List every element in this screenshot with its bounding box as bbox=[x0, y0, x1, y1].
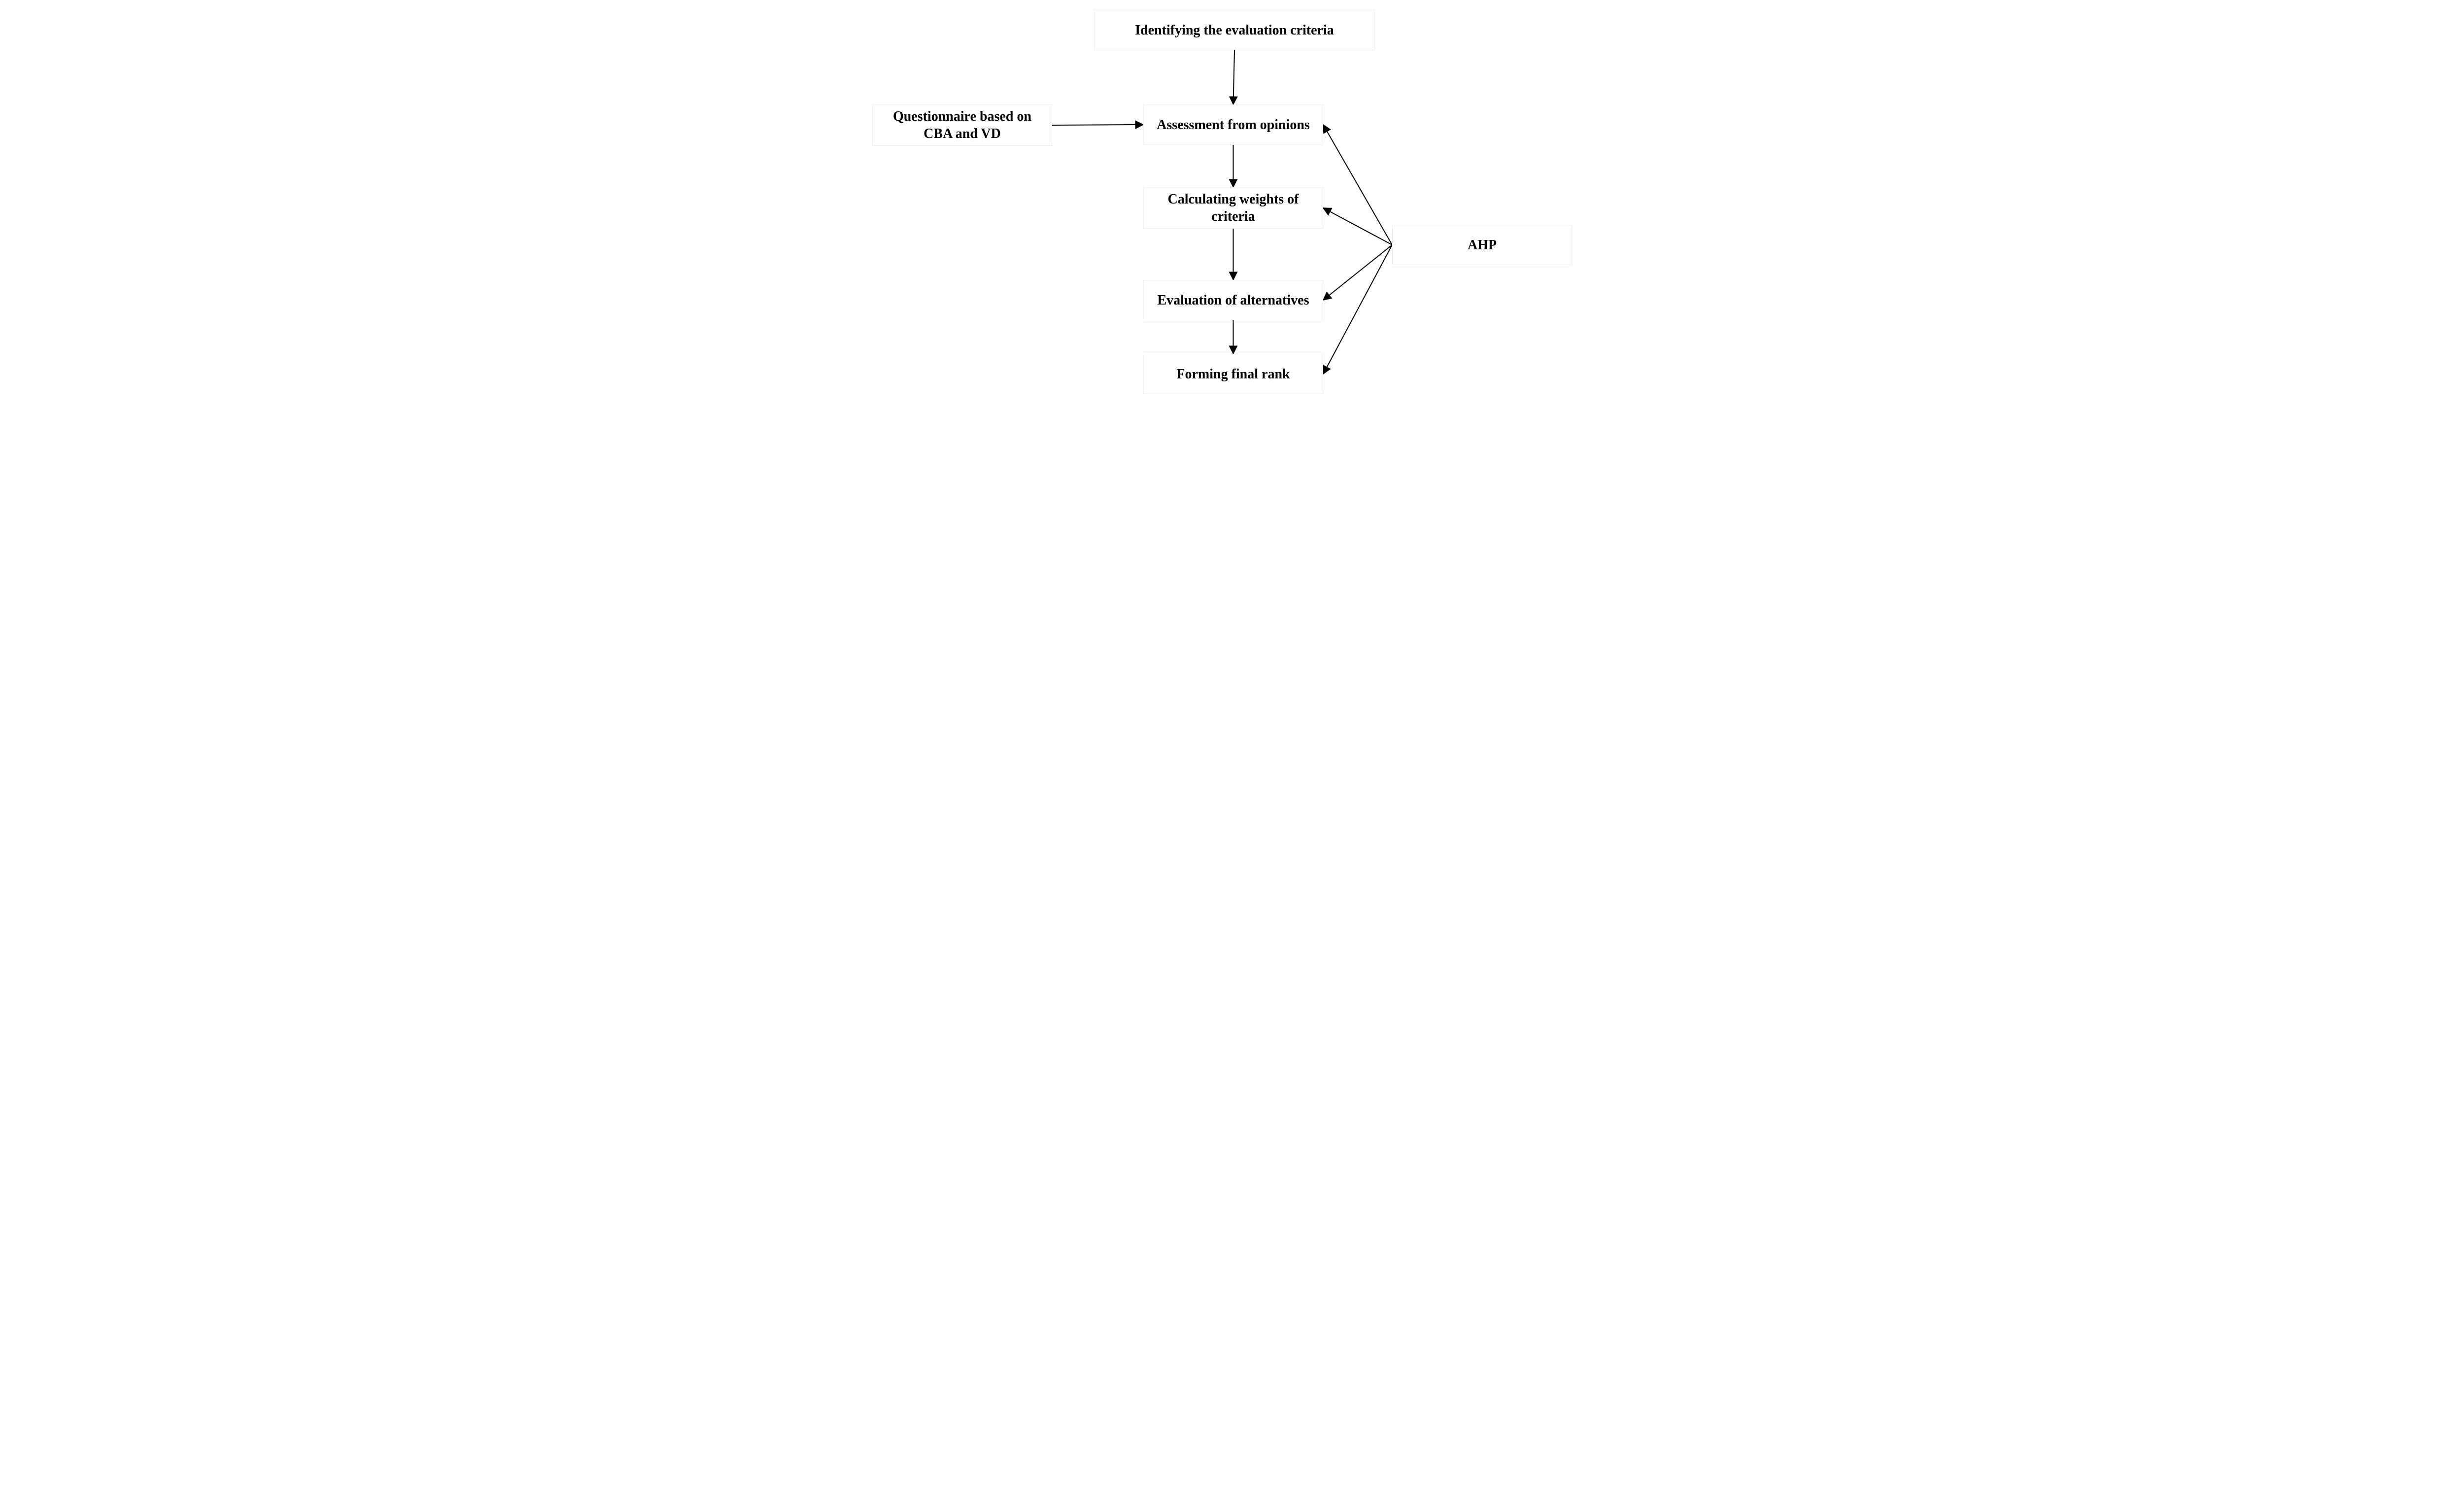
node-identifying-criteria: Identifying the evaluation criteria bbox=[1094, 10, 1375, 50]
node-label: Evaluation of alternatives bbox=[1158, 292, 1309, 309]
node-calculating-weights: Calculating weights of criteria bbox=[1143, 187, 1323, 229]
edge bbox=[1323, 125, 1392, 245]
node-label: Assessment from opinions bbox=[1157, 116, 1310, 134]
node-label: Questionnaire based on CBA and VD bbox=[881, 108, 1044, 142]
node-ahp: AHP bbox=[1392, 225, 1572, 265]
edge bbox=[1323, 208, 1392, 245]
node-label: AHP bbox=[1468, 237, 1497, 254]
node-forming-rank: Forming final rank bbox=[1143, 354, 1323, 394]
node-questionnaire: Questionnaire based on CBA and VD bbox=[872, 104, 1052, 146]
node-label: Forming final rank bbox=[1176, 366, 1290, 383]
node-assessment: Assessment from opinions bbox=[1143, 104, 1323, 145]
node-evaluation-alternatives: Evaluation of alternatives bbox=[1143, 280, 1323, 320]
edge bbox=[1323, 245, 1392, 374]
edge bbox=[1323, 245, 1392, 300]
node-label: Calculating weights of criteria bbox=[1152, 191, 1315, 225]
node-label: Identifying the evaluation criteria bbox=[1135, 22, 1334, 39]
flowchart-canvas: Identifying the evaluation criteria Ques… bbox=[862, 0, 1602, 414]
edge bbox=[1233, 50, 1235, 104]
